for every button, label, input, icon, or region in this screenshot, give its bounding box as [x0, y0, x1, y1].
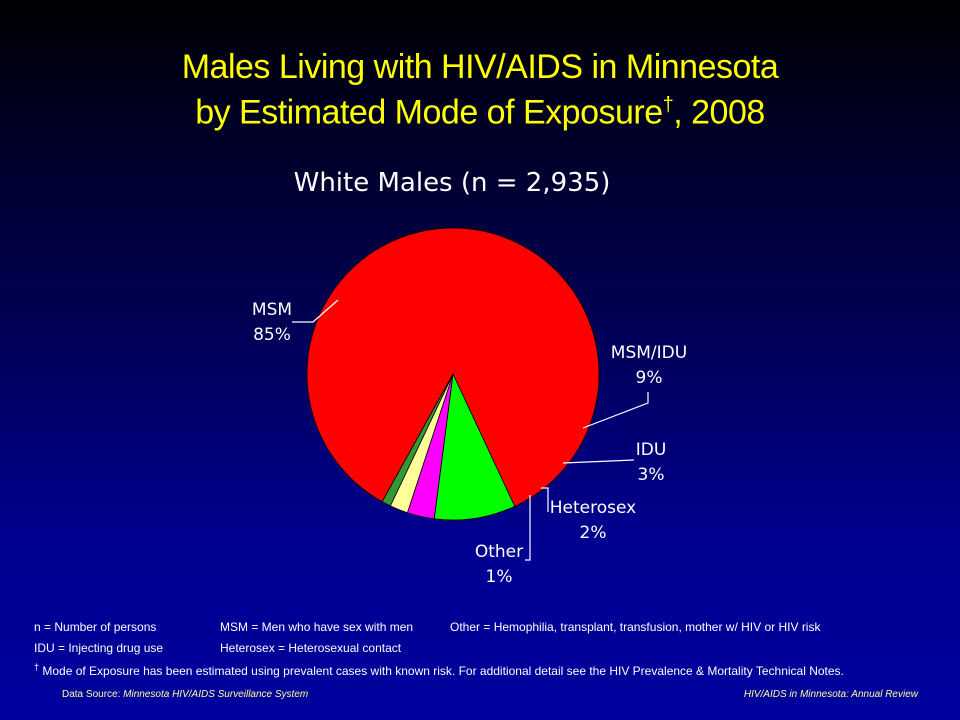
footer-source-label: Data Source:	[62, 689, 121, 700]
pie-slice-msm-idu	[433, 372, 516, 521]
footer-report-name: HIV/AIDS in Minnesota: Annual Review	[744, 689, 918, 700]
slice-labels: MSM 85% MSM/IDU 9% IDU 3% Heterosex 2% O…	[252, 300, 687, 587]
label-msm-name: MSM	[252, 300, 292, 320]
footer-data-source: Data Source: Minnesota HIV/AIDS Surveill…	[62, 689, 308, 700]
note-idu-definition: IDU = Injecting drug use	[34, 641, 164, 655]
page-title-line-2: by Estimated Mode of Exposure†, 2008	[0, 86, 960, 131]
title-year: , 2008	[673, 93, 765, 132]
label-idu-value: 3%	[638, 465, 665, 485]
chart-title: White Males (n = 2,935)	[293, 168, 611, 198]
label-msm-idu-value: 9%	[636, 368, 663, 388]
label-msm-idu-name: MSM/IDU	[611, 343, 687, 363]
leader-line-heterosex	[541, 487, 549, 512]
notes-row-1: n = Number of persons MSM = Men who have…	[34, 620, 820, 634]
label-heterosex-name: Heterosex	[550, 498, 636, 518]
note-mode-of-exposure: Mode of Exposure has been estimated usin…	[42, 664, 844, 678]
notes-row-2: IDU = Injecting drug use Heterosex = Het…	[34, 641, 401, 655]
title-dagger: †	[662, 94, 674, 116]
note-other-definition: Other = Hemophilia, transplant, transfus…	[450, 620, 821, 634]
leader-line-msm-idu	[582, 392, 649, 429]
pie-slice-other	[381, 373, 454, 507]
note-msm-definition: MSM = Men who have sex with men	[220, 620, 414, 634]
pie-slice-msm	[306, 227, 600, 507]
label-idu-name: IDU	[636, 440, 667, 460]
leader-line-other	[525, 495, 531, 561]
footer-report: HIV/AIDS in Minnesota: Annual Review	[743, 689, 918, 700]
label-heterosex-value: 2%	[580, 523, 607, 543]
title-text: by Estimated Mode of Exposure	[195, 93, 663, 132]
pie-slices	[306, 227, 600, 521]
label-other-value: 1%	[486, 567, 513, 587]
leader-line-msm	[292, 299, 339, 323]
note-dagger: †	[34, 662, 40, 672]
notes-row-3: † Mode of Exposure has been estimated us…	[34, 662, 844, 678]
leader-lines	[292, 299, 649, 561]
note-n-definition: n = Number of persons	[34, 620, 157, 634]
label-other-name: Other	[475, 542, 523, 562]
footer-source-value: Minnesota HIV/AIDS Surveillance System	[123, 689, 309, 700]
leader-line-idu	[562, 459, 635, 464]
label-msm-value: 85%	[253, 325, 291, 345]
page-title-line-1: Males Living with HIV/AIDS in Minnesota	[181, 48, 779, 86]
note-heterosex-definition: Heterosex = Heterosexual contact	[220, 641, 402, 655]
